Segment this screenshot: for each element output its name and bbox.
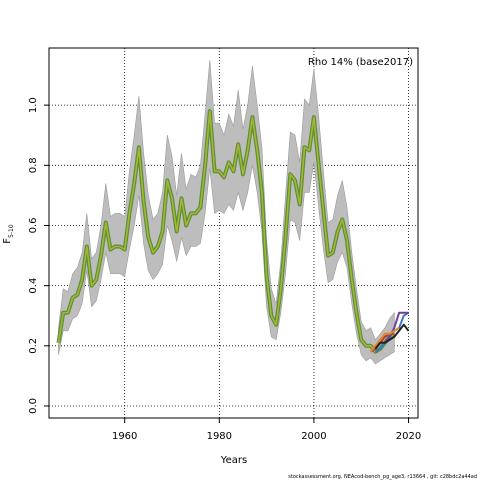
y-axis: 0.0 0.2 0.4 0.6 0.8 1.0 [28,97,49,414]
x-tick-label: 1980 [207,431,232,442]
annotation: Rho 14% (base2017) [308,57,413,68]
series-line-retro [384,311,409,344]
y-axis-title-sub: 5-10 [8,224,15,238]
y-axis-title: F5-10 [2,224,15,244]
footer-note: stockassessment.org, NEAcod-bench_pg_age… [288,474,477,480]
x-axis: 1960 1980 2000 2020 [112,418,421,442]
x-tick-label: 2000 [301,431,326,442]
series-layer [56,109,410,354]
y-tick-label: 0.6 [28,218,39,234]
x-axis-title: Years [220,455,247,466]
plot-frame [48,47,419,419]
y-tick-label: 0.4 [28,278,39,294]
confidence-band [58,59,395,365]
y-axis-title-main: F [2,238,13,244]
series-line-retro [369,326,400,353]
y-tick-label: 0.8 [28,157,39,173]
x-tick-label: 1960 [112,431,137,442]
x-tick-label: 2020 [396,431,421,442]
series-line-base-inner [57,110,395,353]
y-tick-label: 1.0 [28,97,39,113]
y-tick-label: 0.0 [28,398,39,414]
series-line-retro [374,323,410,350]
y-tick-label: 0.2 [28,338,39,354]
svg-text:F5-10: F5-10 [2,224,15,244]
